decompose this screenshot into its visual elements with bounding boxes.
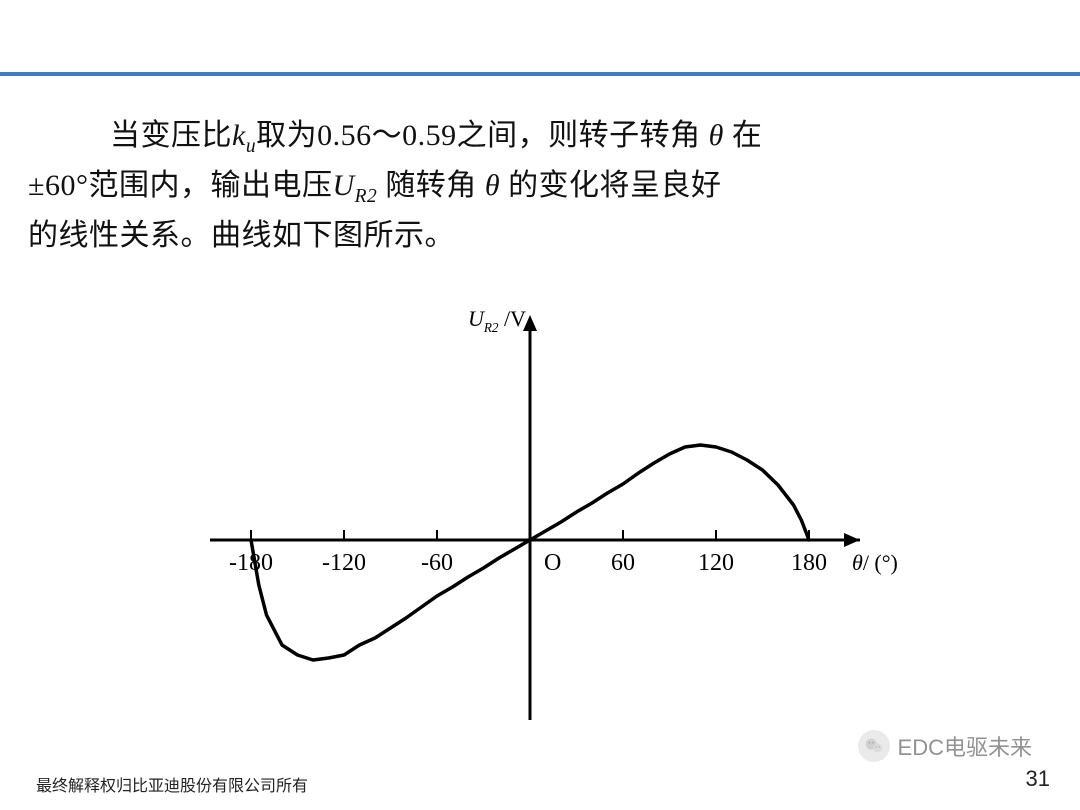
x-axis-arrow (844, 533, 860, 547)
var-ur2-sub: R2 (355, 186, 378, 207)
footer-copyright: 最终解释权归比亚迪股份有限公司所有 (36, 772, 308, 796)
chart-container: -180 -120 -60 O 60 120 180 UR2 /V θ/ (°) (150, 290, 930, 730)
wechat-icon (858, 730, 890, 762)
x-tick-label: 60 (611, 550, 635, 576)
text-seg: 在 (724, 119, 763, 152)
text-seg: 的线性关系。曲线如下图所示。 (28, 219, 455, 252)
page-number: 31 (1026, 766, 1050, 792)
x-tick-label: 120 (698, 550, 734, 576)
watermark-text: EDC电驱未来 (898, 730, 1032, 762)
paragraph-line-1: 当变压比ku取为0.56～0.59之间，则转子转角 θ 在 (110, 110, 1030, 158)
slide-page: 当变压比ku取为0.56～0.59之间，则转子转角 θ 在 ±60°范围内，输出… (0, 0, 1080, 810)
var-ku: k (232, 119, 246, 152)
var-theta: θ (485, 169, 500, 202)
x-tick-label: O (544, 550, 561, 576)
var-ku-sub: u (246, 136, 256, 157)
var-theta: θ (709, 119, 724, 152)
x-tick-label: 180 (791, 550, 827, 576)
y-axis-label: UR2 /V (468, 306, 526, 335)
top-rule (0, 72, 1080, 76)
text-seg: 取为0.56～0.59之间，则转子转角 (256, 119, 709, 152)
text-seg: ±60°范围内，输出电压 (28, 169, 332, 202)
text-seg: 的变化将呈良好 (500, 169, 722, 202)
paragraph-line-3: 的线性关系。曲线如下图所示。 (28, 210, 1028, 254)
chart-svg: -180 -120 -60 O 60 120 180 UR2 /V θ/ (°) (150, 290, 930, 730)
x-axis-label: θ/ (°) (852, 550, 898, 575)
x-tick-label: -120 (322, 550, 366, 576)
text-seg: 当变压比 (110, 119, 232, 152)
watermark: EDC电驱未来 (858, 730, 1032, 762)
paragraph-line-2: ±60°范围内，输出电压UR2 随转角 θ 的变化将呈良好 (28, 160, 1028, 208)
x-tick-label: -60 (421, 550, 453, 576)
text-seg: 随转角 (377, 169, 485, 202)
var-ur2: U (332, 169, 354, 202)
x-tick-label: -180 (229, 550, 273, 576)
